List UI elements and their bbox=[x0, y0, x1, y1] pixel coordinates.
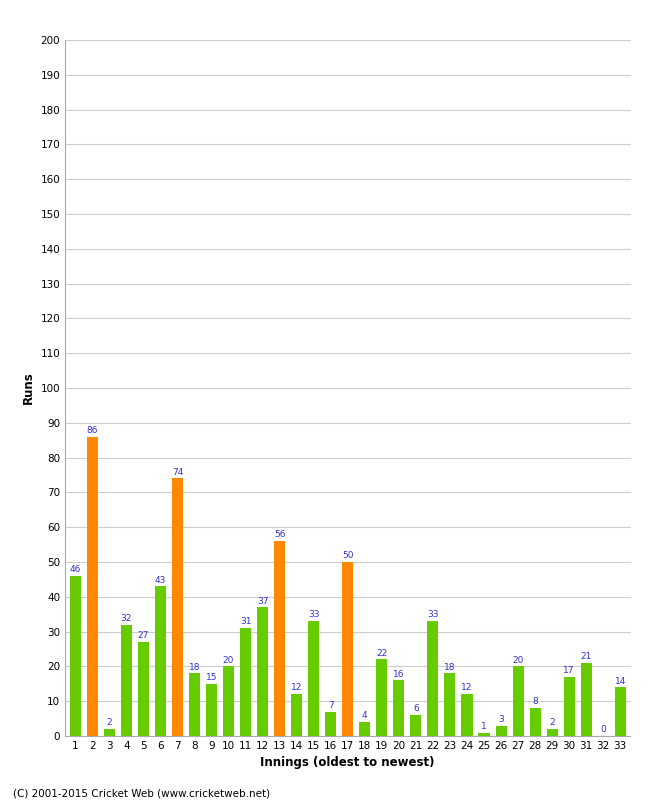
Text: (C) 2001-2015 Cricket Web (www.cricketweb.net): (C) 2001-2015 Cricket Web (www.cricketwe… bbox=[13, 788, 270, 798]
Bar bbox=[308, 621, 319, 736]
Text: 18: 18 bbox=[444, 662, 456, 672]
Text: 18: 18 bbox=[188, 662, 200, 672]
Text: 4: 4 bbox=[362, 711, 368, 720]
Bar bbox=[445, 674, 456, 736]
Text: 56: 56 bbox=[274, 530, 285, 539]
Bar bbox=[274, 541, 285, 736]
Text: 86: 86 bbox=[86, 426, 98, 435]
Bar bbox=[580, 663, 592, 736]
Text: 46: 46 bbox=[70, 565, 81, 574]
Text: 50: 50 bbox=[342, 551, 354, 560]
Bar bbox=[359, 722, 370, 736]
Bar bbox=[172, 478, 183, 736]
Text: 7: 7 bbox=[328, 701, 333, 710]
Bar bbox=[478, 733, 489, 736]
Bar bbox=[428, 621, 439, 736]
Bar bbox=[257, 607, 268, 736]
Text: 12: 12 bbox=[462, 683, 473, 693]
Text: 6: 6 bbox=[413, 704, 419, 714]
Text: 33: 33 bbox=[427, 610, 439, 619]
Text: 2: 2 bbox=[549, 718, 555, 727]
Text: 17: 17 bbox=[564, 666, 575, 675]
Text: 15: 15 bbox=[206, 673, 217, 682]
Text: 0: 0 bbox=[601, 726, 606, 734]
Text: 14: 14 bbox=[615, 677, 626, 686]
Text: 8: 8 bbox=[532, 698, 538, 706]
Bar bbox=[376, 659, 387, 736]
Text: 16: 16 bbox=[393, 670, 404, 678]
X-axis label: Innings (oldest to newest): Innings (oldest to newest) bbox=[261, 757, 435, 770]
Text: 43: 43 bbox=[155, 576, 166, 585]
Bar bbox=[547, 729, 558, 736]
Y-axis label: Runs: Runs bbox=[22, 372, 35, 404]
Text: 2: 2 bbox=[107, 718, 112, 727]
Bar bbox=[513, 666, 524, 736]
Bar bbox=[223, 666, 234, 736]
Text: 20: 20 bbox=[223, 656, 234, 665]
Bar bbox=[325, 712, 336, 736]
Bar bbox=[155, 586, 166, 736]
Bar bbox=[393, 680, 404, 736]
Bar bbox=[206, 684, 217, 736]
Bar bbox=[86, 437, 98, 736]
Text: 74: 74 bbox=[172, 468, 183, 477]
Text: 1: 1 bbox=[481, 722, 487, 730]
Text: 3: 3 bbox=[498, 715, 504, 724]
Bar bbox=[462, 694, 473, 736]
Text: 20: 20 bbox=[512, 656, 524, 665]
Bar bbox=[121, 625, 132, 736]
Text: 33: 33 bbox=[308, 610, 319, 619]
Bar bbox=[189, 674, 200, 736]
Text: 22: 22 bbox=[376, 649, 387, 658]
Bar bbox=[104, 729, 115, 736]
Text: 12: 12 bbox=[291, 683, 302, 693]
Text: 31: 31 bbox=[240, 618, 252, 626]
Text: 37: 37 bbox=[257, 597, 268, 606]
Bar bbox=[70, 576, 81, 736]
Text: 32: 32 bbox=[121, 614, 132, 623]
Text: 21: 21 bbox=[580, 652, 592, 661]
Bar bbox=[495, 726, 506, 736]
Bar bbox=[138, 642, 149, 736]
Text: 27: 27 bbox=[138, 631, 149, 640]
Bar bbox=[410, 715, 421, 736]
Bar bbox=[342, 562, 354, 736]
Bar bbox=[530, 708, 541, 736]
Bar bbox=[291, 694, 302, 736]
Bar bbox=[564, 677, 575, 736]
Bar bbox=[240, 628, 251, 736]
Bar bbox=[615, 687, 626, 736]
